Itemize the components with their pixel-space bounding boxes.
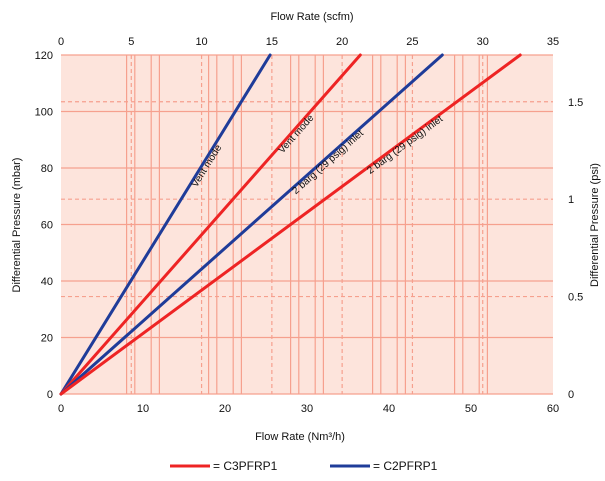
x-tick-top-15: 15 [266,36,278,48]
series-line-c2pfrp1-0 [59,53,272,396]
y-tick-right-0.5: 0.5 [568,292,583,304]
x-tick-top-25: 25 [406,36,418,48]
y-tick-right-1.5: 1.5 [568,97,583,109]
x-tick-top-0: 0 [58,36,64,48]
x-axis-top-ticks: 0 5 10 15 20 25 30 35 [58,36,559,48]
y-tick-right-0: 0 [568,389,574,401]
y-axis-right-title: Differential Pressure (psi) [589,163,601,287]
legend: = C3PFRP1 = C2PFRP1 [170,459,438,473]
series-line-c2pfrp1-2 [59,53,444,396]
series-lines [59,53,522,396]
x-tick-bottom-10: 10 [137,403,149,415]
y-tick-left-60: 60 [41,220,53,232]
x-tick-bottom-40: 40 [383,403,395,415]
y-tick-left-120: 120 [35,50,53,62]
x-tick-top-10: 10 [195,36,207,48]
y-tick-left-80: 80 [41,163,53,175]
y-tick-left-40: 40 [41,276,53,288]
y-axis-right-ticks: 0 0.5 1 1.5 [568,97,583,401]
legend-label-c3pfrp1: = C3PFRP1 [213,459,278,473]
y-tick-left-20: 20 [41,333,53,345]
x-tick-top-5: 5 [128,36,134,48]
x-tick-bottom-60: 60 [547,403,559,415]
y-tick-left-100: 100 [35,107,53,119]
x-axis-bottom-ticks: 0 10 20 30 40 50 60 [58,403,559,415]
series-line-c3pfrp1-1 [59,53,362,396]
y-tick-right-1: 1 [568,194,574,206]
x-tick-top-20: 20 [336,36,348,48]
x-tick-bottom-50: 50 [465,403,477,415]
x-axis-top-title: Flow Rate (scfm) [270,11,353,23]
x-tick-bottom-30: 30 [301,403,313,415]
grid [61,54,553,395]
x-tick-bottom-20: 20 [219,403,231,415]
x-tick-bottom-0: 0 [58,403,64,415]
x-tick-top-30: 30 [477,36,489,48]
series-line-c3pfrp1-3 [59,53,522,396]
legend-label-c2pfrp1: = C2PFRP1 [373,459,438,473]
x-tick-top-35: 35 [547,36,559,48]
x-axis-bottom-title: Flow Rate (Nm³/h) [255,431,345,443]
y-axis-left-title: Differential Pressure (mbar) [11,158,23,293]
y-tick-left-0: 0 [47,389,53,401]
y-axis-left-ticks: 0 20 40 60 80 100 120 [35,50,53,401]
